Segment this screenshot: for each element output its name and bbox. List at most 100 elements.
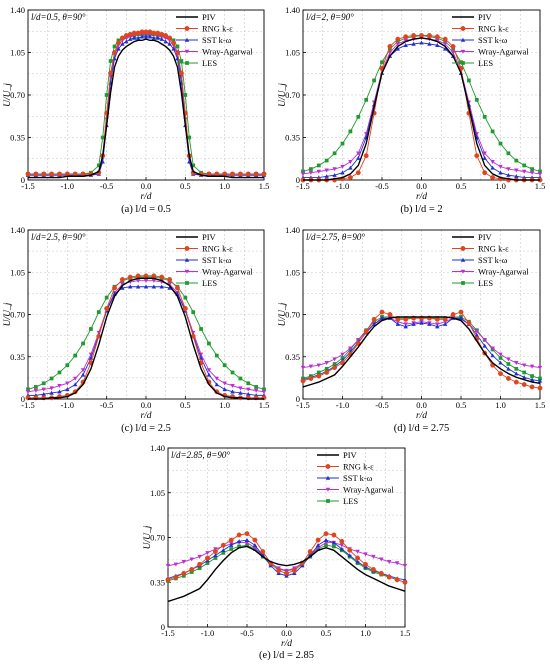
series-rngk xyxy=(165,531,408,585)
data-point xyxy=(332,167,337,172)
data-point xyxy=(427,321,432,326)
y-tick-label: 1.05 xyxy=(285,267,300,277)
data-point xyxy=(214,353,219,358)
data-point xyxy=(128,36,133,41)
data-point xyxy=(379,309,385,315)
data-point xyxy=(220,542,226,548)
data-point xyxy=(522,163,527,168)
legend-marker xyxy=(184,246,190,251)
data-point xyxy=(143,273,149,279)
legend-label: PIV xyxy=(478,12,493,22)
data-point xyxy=(332,151,337,156)
data-point xyxy=(395,36,401,42)
data-point xyxy=(435,324,440,329)
data-point xyxy=(132,35,137,40)
data-point xyxy=(348,165,353,170)
data-point xyxy=(506,172,511,177)
data-point xyxy=(363,552,368,557)
data-point xyxy=(222,381,227,386)
data-point xyxy=(163,33,169,38)
data-point xyxy=(371,554,376,559)
data-point xyxy=(197,566,202,571)
data-point xyxy=(214,376,219,381)
data-point xyxy=(466,320,472,326)
data-point xyxy=(490,353,495,358)
legend-label: RNG k-ε xyxy=(202,244,233,254)
data-point xyxy=(402,563,408,568)
data-point xyxy=(205,555,210,561)
x-tick-label: -0.5 xyxy=(100,181,113,191)
series-piv xyxy=(28,277,264,400)
x-tick-label: 1.5 xyxy=(535,400,546,410)
data-point xyxy=(237,544,241,549)
legend-marker xyxy=(185,281,189,285)
data-point xyxy=(347,547,353,553)
data-point xyxy=(238,390,243,395)
data-point xyxy=(434,34,440,40)
data-point xyxy=(315,537,321,543)
data-point xyxy=(214,382,219,387)
data-point xyxy=(163,39,168,44)
panel-annotation: l/d=2.85, θ=90° xyxy=(171,450,230,460)
legend-label: PIV xyxy=(478,232,493,242)
data-point xyxy=(206,372,212,377)
data-point xyxy=(450,43,456,49)
data-point xyxy=(41,171,47,177)
data-point xyxy=(254,385,259,389)
data-point xyxy=(522,169,527,174)
data-point xyxy=(340,170,345,175)
data-point xyxy=(143,34,149,39)
data-point xyxy=(139,34,145,39)
data-point xyxy=(120,41,125,46)
data-point xyxy=(171,40,176,46)
y-tick-label: 0.70 xyxy=(150,533,165,543)
x-tick-label: 0.0 xyxy=(416,181,427,191)
data-point xyxy=(151,278,157,283)
legend-label: RNG k-ε xyxy=(478,24,509,34)
data-point xyxy=(175,50,180,55)
data-point xyxy=(228,537,234,543)
data-point xyxy=(245,543,249,548)
data-point xyxy=(191,163,196,168)
data-point xyxy=(324,361,329,365)
data-point xyxy=(108,70,114,76)
data-point xyxy=(340,164,345,169)
y-axis-label: U/U_j xyxy=(143,525,153,549)
data-point xyxy=(167,35,173,41)
data-point xyxy=(135,284,141,289)
data-point xyxy=(147,34,153,39)
legend-label: SST k-ω xyxy=(343,473,373,483)
data-point xyxy=(230,383,235,388)
data-point xyxy=(189,567,195,572)
legend-marker xyxy=(461,61,465,65)
data-point xyxy=(435,43,440,47)
data-point xyxy=(506,357,511,362)
data-point xyxy=(506,366,511,371)
panel-caption: (d) l/d = 2.75 xyxy=(394,423,450,434)
data-point xyxy=(394,577,400,583)
data-point xyxy=(498,164,503,169)
x-tick-label: -1.5 xyxy=(21,400,34,410)
data-point xyxy=(65,363,70,368)
data-point xyxy=(57,370,62,375)
data-point xyxy=(356,155,361,160)
data-point xyxy=(482,170,488,176)
data-point xyxy=(191,310,196,314)
data-point xyxy=(324,168,329,173)
data-point xyxy=(498,371,503,377)
data-point xyxy=(443,46,448,51)
data-point xyxy=(323,531,329,537)
data-point xyxy=(112,285,117,291)
data-point xyxy=(246,381,251,386)
data-point xyxy=(387,50,393,55)
legend-label: LES xyxy=(478,278,493,288)
chart-panel-a: -1.5 -1.0 -0.5 0.0 0.5 1.0 1.5 0 0.35 0.70 1.05 1.4… xyxy=(3,5,269,215)
data-point xyxy=(506,167,511,172)
data-point xyxy=(197,554,202,559)
x-tick-label: -1.0 xyxy=(336,181,349,191)
data-point xyxy=(222,363,227,368)
chart-panel-c: -1.5 -1.0 -0.5 0.0 0.5 1.0 1.5 0 0.35 0.70 1.05 1.4… xyxy=(3,225,269,434)
chart-panel-b: -1.5 -1.0 -0.5 0.0 0.5 1.0 1.5 0 0.35 0.70 1.05 1.4… xyxy=(278,5,545,215)
data-point xyxy=(340,141,345,146)
